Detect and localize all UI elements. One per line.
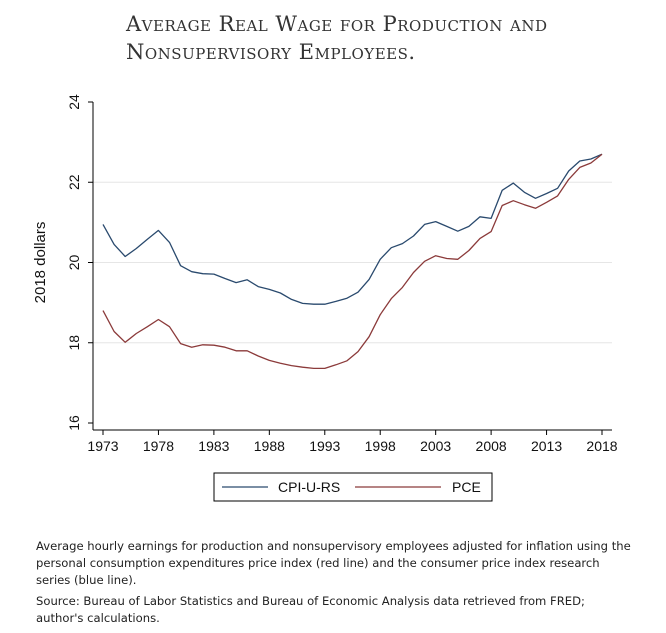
chart-title-line-1: Average Real Wage for Production and [126,12,548,36]
y-tick-label-22: 22 [66,174,82,190]
y-tick-label-18: 18 [66,335,82,351]
x-tick-label-2008: 2008 [476,438,507,454]
chart-title: Average Real Wage for Production and Non… [126,10,646,66]
x-tick-label-1988: 1988 [254,438,285,454]
y-tick-label-24: 24 [66,94,82,110]
x-tick-label-2003: 2003 [420,438,451,454]
y-tick-label-20: 20 [66,255,82,271]
y-axis-title: 2018 dollars [32,222,49,304]
gridlines [93,181,612,344]
x-tick-label-2018: 2018 [586,438,617,454]
line-chart: 16 18 20 22 24 2018 dollars 1973 1978 1983 1988 19… [32,94,618,502]
chart-notes: Average hourly earnings for production a… [36,538,636,631]
y-tick-label-16: 16 [66,415,82,431]
x-tick-label-1998: 1998 [365,438,396,454]
x-tick-label-1993: 1993 [309,438,340,454]
series-lines [102,153,603,370]
chart-source: Source: Bureau of Labor Statistics and B… [36,594,585,625]
legend-label-pce: PCE [452,479,481,495]
series-line-cpi-u-rs [102,153,603,305]
legend: CPI-U-RS PCE [213,472,493,502]
series-line-pce [102,153,603,370]
x-tick-label-1973: 1973 [87,438,118,454]
x-tick-label-1978: 1978 [143,438,174,454]
axes: 16 18 20 22 24 2018 dollars 1973 1978 1983 1988 19… [32,94,618,454]
chart-title-line-2: Nonsupervisory Employees. [126,40,416,64]
chart-description: Average hourly earnings for production a… [36,539,631,587]
legend-label-cpi-u-rs: CPI-U-RS [278,479,340,495]
x-tick-label-2013: 2013 [531,438,562,454]
x-tick-label-1983: 1983 [198,438,229,454]
